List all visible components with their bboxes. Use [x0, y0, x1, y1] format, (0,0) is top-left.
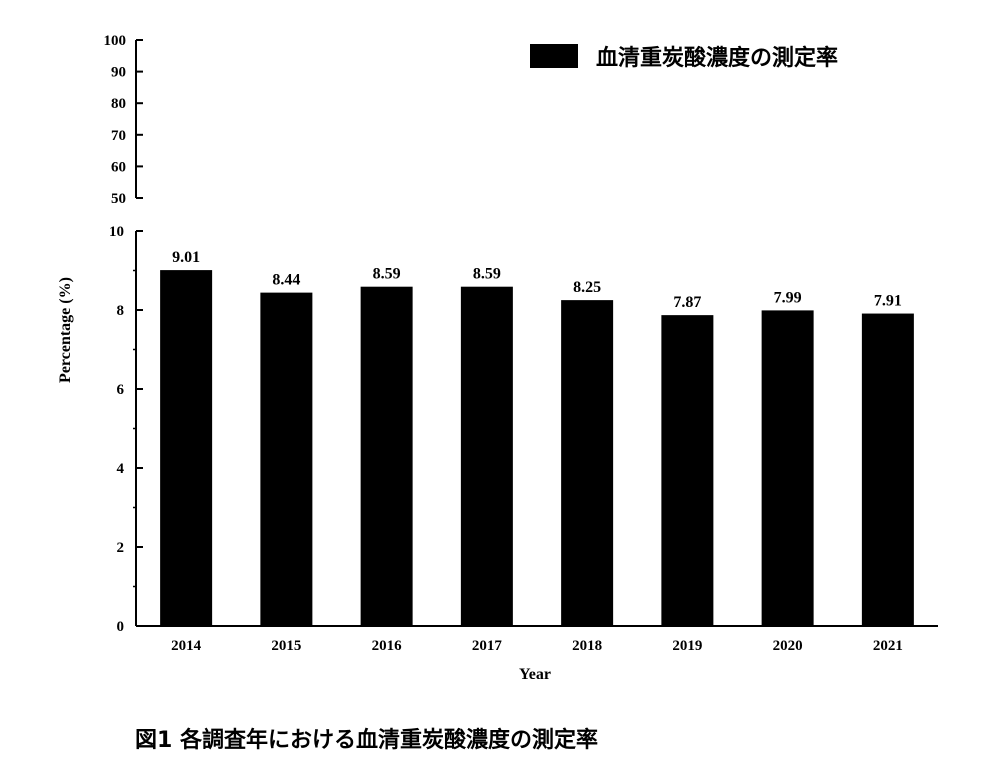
- data-label-2020: 7.99: [774, 289, 802, 306]
- bar-2018: [561, 300, 614, 626]
- bar-2019: [661, 315, 714, 626]
- legend: 血清重炭酸濃度の測定率: [530, 44, 838, 71]
- y-tick-label: 90: [111, 65, 126, 81]
- x-tick-label-2014: 2014: [171, 638, 202, 654]
- y-tick-label: 8: [117, 303, 125, 319]
- y-tick-label: 0: [117, 619, 125, 635]
- y-tick-label: 4: [117, 461, 125, 477]
- y-tick-label: 60: [111, 159, 126, 175]
- x-tick-label-2015: 2015: [271, 638, 301, 654]
- data-label-2014: 9.01: [172, 249, 200, 266]
- data-label-2018: 8.25: [573, 279, 601, 296]
- data-label-2016: 8.59: [373, 266, 401, 283]
- x-tick-label-2020: 2020: [773, 638, 803, 654]
- bar-2021: [861, 313, 914, 626]
- upper-y-axis: 50 60 70 80 90 100: [104, 33, 143, 207]
- bar-2017: [460, 286, 513, 626]
- data-label-2019: 7.87: [673, 294, 701, 311]
- lower-y-axis: 0 2 4 6 8 10: [109, 224, 143, 635]
- y-axis-title: Percentage (%): [57, 277, 74, 383]
- y-tick-label: 50: [111, 191, 126, 207]
- figure-caption: 図1 各調査年における血清重炭酸濃度の測定率: [135, 728, 598, 753]
- legend-swatch: [530, 44, 578, 68]
- y-tick-label: 70: [111, 128, 126, 144]
- x-tick-label-2021: 2021: [873, 638, 903, 654]
- x-tick-label-2018: 2018: [572, 638, 602, 654]
- x-tick-label-2016: 2016: [372, 638, 403, 654]
- x-tick-label-2019: 2019: [672, 638, 702, 654]
- data-label-2021: 7.91: [874, 293, 902, 310]
- bar-2014: [160, 270, 213, 626]
- y-tick-label: 100: [104, 33, 127, 49]
- y-tick-label: 6: [117, 382, 125, 398]
- y-tick-label: 2: [117, 540, 125, 556]
- bar-2016: [360, 286, 413, 626]
- x-axis-title: Year: [519, 666, 551, 683]
- bar-2020: [761, 310, 814, 626]
- y-tick-label: 80: [111, 96, 126, 112]
- x-axis: 2014 2015 2016 2017 2018 2019 2020 2021: [136, 625, 938, 654]
- data-label-2015: 8.44: [272, 272, 300, 289]
- data-label-2017: 8.59: [473, 266, 501, 283]
- y-tick-label: 10: [109, 224, 124, 240]
- legend-label: 血清重炭酸濃度の測定率: [596, 45, 838, 71]
- x-tick-label-2017: 2017: [472, 638, 503, 654]
- bar-2015: [260, 292, 313, 626]
- bars-group: 9.01 8.44 8.59 8.59 8.25 7.87 7.99 7.91: [160, 249, 914, 626]
